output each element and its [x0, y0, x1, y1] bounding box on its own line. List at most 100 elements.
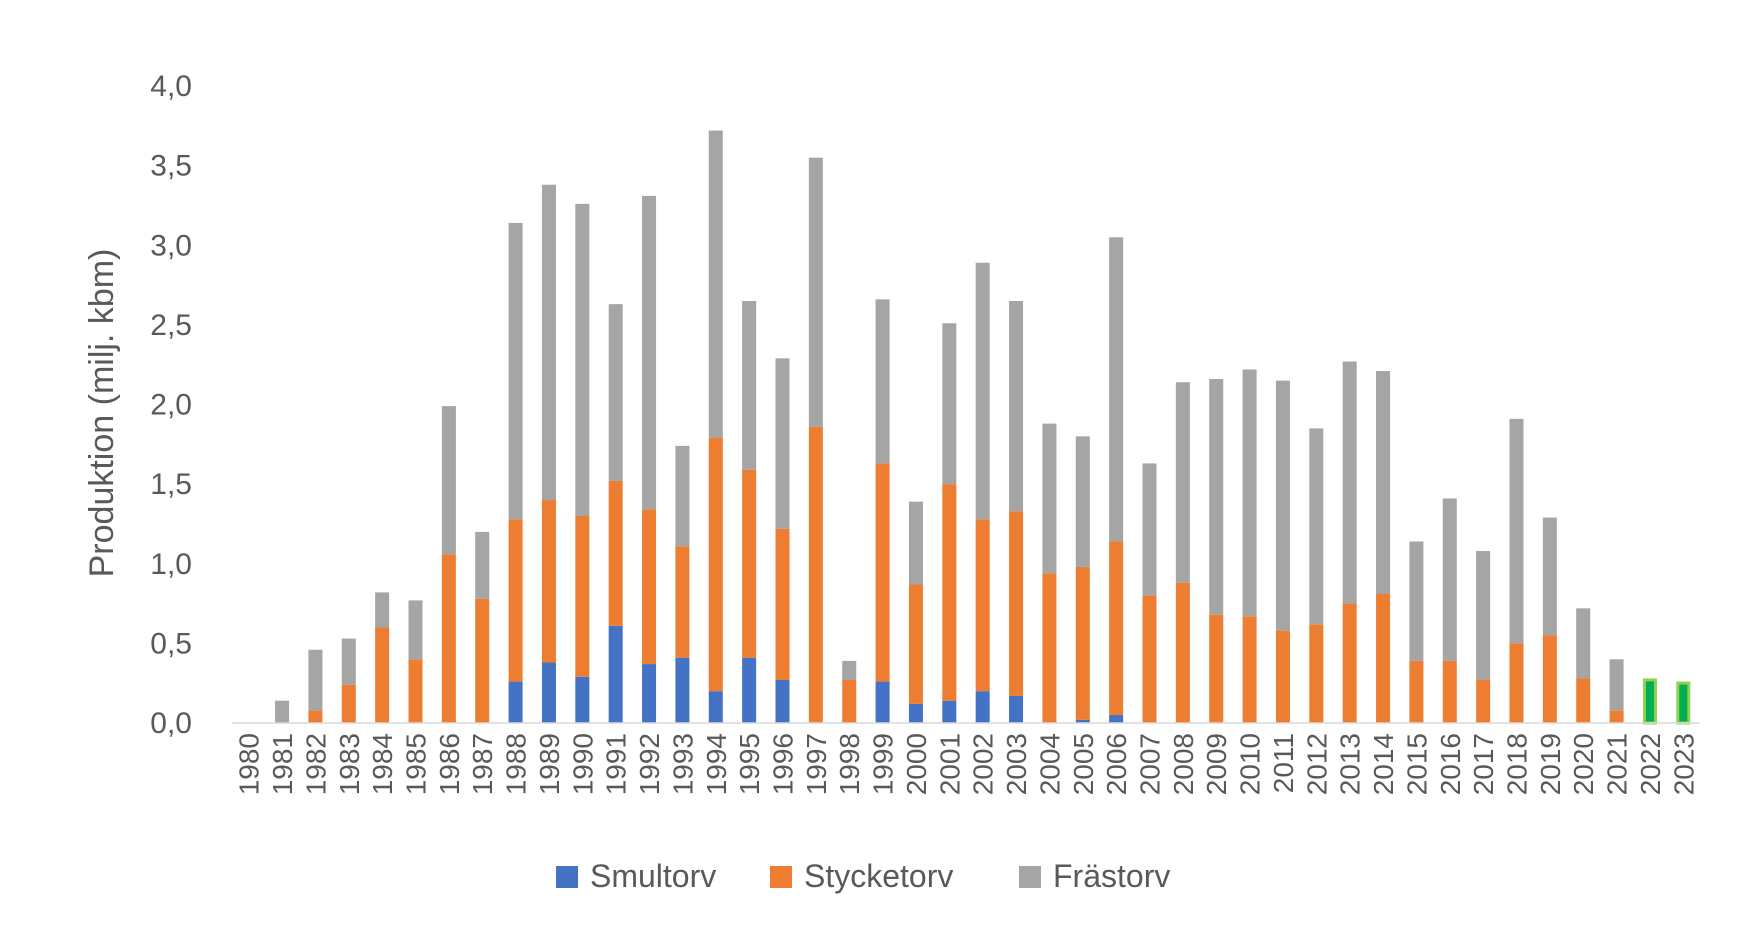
bar-segment-frästorv	[1109, 237, 1124, 542]
bar-segment-frästorv	[1009, 300, 1024, 512]
x-tick-label: 2014	[1368, 733, 1399, 795]
x-tick-label: 2019	[1535, 733, 1566, 795]
bar-segment-smultorv	[708, 691, 723, 723]
bar-segment-stycketorv	[1409, 660, 1424, 723]
y-tick-label: 0,5	[150, 627, 192, 660]
bar-segment-frästorv	[1442, 498, 1457, 661]
bar-segment-frästorv	[908, 501, 923, 585]
bar-segment-frästorv	[608, 304, 623, 481]
bar-segment-smultorv	[742, 657, 757, 723]
x-tick-label: 2018	[1502, 733, 1533, 795]
bar-segment-frästorv	[742, 300, 757, 470]
y-axis-ticks: 0,0 0,5 1,0 1,5 2,0 2,5 3,0 3,5 4,0	[150, 70, 192, 740]
bar-segment-frästorv	[1209, 379, 1224, 615]
bar-segment-frästorv	[1275, 380, 1290, 631]
bar-segment-stycketorv	[1075, 566, 1090, 720]
bar-segment-stycketorv	[1175, 582, 1190, 723]
legend-swatch	[1019, 866, 1041, 888]
bar-segment-frästorv	[575, 203, 590, 516]
x-tick-label: 1998	[834, 733, 865, 795]
bar-segment-smultorv	[1075, 719, 1090, 723]
bar-segment-stycketorv	[408, 659, 423, 723]
bar-segment-frästorv	[308, 649, 323, 711]
bar-segment-frästorv	[708, 130, 723, 438]
x-tick-label: 1980	[234, 733, 265, 795]
x-tick-label: 1988	[501, 733, 532, 795]
bar-segment-smultorv	[975, 691, 990, 723]
x-tick-label: 2022	[1635, 733, 1666, 795]
bar-segment-stycketorv	[1542, 635, 1557, 723]
y-tick-label: 4,0	[150, 70, 192, 103]
x-tick-label: 1995	[734, 733, 765, 795]
x-tick-label: 2023	[1668, 733, 1699, 795]
bar-segment-stycketorv	[975, 519, 990, 692]
bar-segment-stycketorv	[808, 426, 823, 723]
bar-segment-frästorv	[1476, 551, 1491, 681]
x-tick-label: 1992	[634, 733, 665, 795]
bar-segment-stycketorv	[1576, 678, 1591, 723]
x-tick-label: 1991	[601, 733, 632, 795]
bar-segment-frästorv	[1376, 371, 1391, 595]
x-tick-label: 2006	[1101, 733, 1132, 795]
x-tick-label: 1997	[801, 733, 832, 795]
x-tick-label: 2012	[1301, 733, 1332, 795]
bar-segment-stycketorv	[1376, 594, 1391, 723]
bar-segment-stycketorv	[1275, 630, 1290, 723]
bar-segment-smultorv	[875, 681, 890, 723]
legend-label: Stycketorv	[804, 858, 953, 894]
bar-segment-frästorv	[1075, 436, 1090, 567]
x-tick-label: 1982	[300, 733, 331, 795]
bar-segment-smultorv	[541, 662, 556, 723]
x-tick-label: 2016	[1435, 733, 1466, 795]
y-tick-label: 2,5	[150, 309, 192, 342]
x-tick-label: 1999	[868, 733, 899, 795]
bar-segment-stycketorv	[1309, 624, 1324, 723]
bar-segment-stycketorv	[508, 519, 523, 682]
bar-segment-frästorv	[541, 184, 556, 501]
bar-segment-frästorv	[1609, 659, 1624, 711]
bar-segment-frästorv	[341, 638, 356, 685]
bar-segment-stycketorv	[642, 509, 657, 665]
bar-segment-frästorv	[808, 157, 823, 427]
x-tick-label: 1994	[701, 733, 732, 795]
bar-segment-frästorv	[675, 445, 690, 547]
bar-segment-frästorv	[975, 262, 990, 520]
bar-segment-smultorv	[942, 700, 957, 723]
x-tick-label: 2020	[1568, 733, 1599, 795]
bar-segment-stycketorv	[1109, 541, 1124, 716]
y-axis-title: Produktion (milj. kbm)	[83, 249, 121, 578]
y-tick-label: 3,0	[150, 229, 192, 262]
bar-segment-frästorv	[508, 222, 523, 520]
x-tick-label: 1981	[267, 733, 298, 795]
bar-segment-stycketorv	[1476, 680, 1491, 723]
bar-segment-stycketorv	[341, 684, 356, 723]
x-tick-label: 2011	[1268, 733, 1299, 793]
bar-segment-frästorv	[441, 406, 456, 555]
y-tick-label: 1,0	[150, 548, 192, 581]
bar-segment-stycketorv	[1342, 603, 1357, 723]
bar-segment-stycketorv	[1242, 616, 1257, 723]
bar-segment-stycketorv	[541, 500, 556, 663]
bar-segment-frästorv	[875, 299, 890, 464]
bars	[275, 130, 1691, 725]
bar-segment-stycketorv	[375, 627, 390, 723]
legend: Smultorv Stycketorv Frästorv	[556, 858, 1170, 894]
bar-segment-stycketorv	[308, 710, 323, 723]
bar-segment-frästorv	[475, 531, 490, 599]
x-tick-label: 1990	[567, 733, 598, 795]
bar-segment-stycketorv	[775, 528, 790, 681]
bar-segment-smultorv	[575, 676, 590, 723]
x-tick-label: 2013	[1335, 733, 1366, 795]
legend-item-smultorv: Smultorv	[556, 858, 716, 894]
x-tick-label: 2010	[1235, 733, 1266, 795]
y-tick-label: 2,0	[150, 389, 192, 422]
x-tick-label: 2004	[1034, 733, 1065, 795]
x-tick-label: 2002	[968, 733, 999, 795]
bar-segment-frästorv	[375, 592, 390, 628]
x-tick-label: 2015	[1401, 733, 1432, 795]
bar-segment-stycketorv	[942, 484, 957, 701]
bar-segment-frästorv	[1542, 517, 1557, 636]
x-tick-label: 2000	[901, 733, 932, 795]
x-tick-label: 1989	[534, 733, 565, 795]
bar-segment-frästorv	[1042, 423, 1057, 574]
